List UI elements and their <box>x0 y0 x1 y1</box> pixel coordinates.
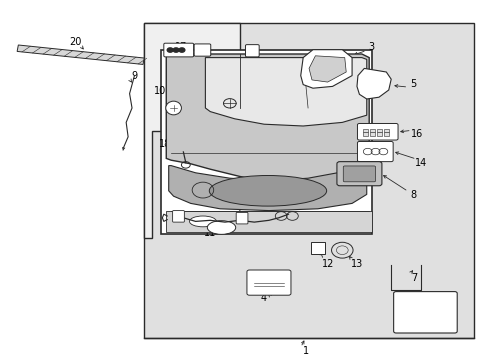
Text: 20: 20 <box>69 37 82 47</box>
FancyBboxPatch shape <box>343 166 375 182</box>
Text: 10: 10 <box>154 86 166 96</box>
Bar <box>369 129 374 132</box>
Polygon shape <box>161 50 371 234</box>
Polygon shape <box>356 68 390 99</box>
Polygon shape <box>17 45 144 64</box>
Circle shape <box>173 48 179 52</box>
Bar <box>383 132 388 136</box>
Ellipse shape <box>165 101 181 115</box>
Bar <box>376 129 381 132</box>
Text: 9: 9 <box>131 71 137 81</box>
Text: 11: 11 <box>203 228 216 238</box>
Bar <box>310 242 325 254</box>
Bar <box>383 129 388 132</box>
FancyBboxPatch shape <box>393 292 456 333</box>
Bar <box>363 132 367 136</box>
Bar <box>369 132 374 136</box>
FancyBboxPatch shape <box>357 141 392 162</box>
Text: 14: 14 <box>414 158 427 168</box>
Text: 4: 4 <box>261 293 266 303</box>
FancyBboxPatch shape <box>172 211 184 222</box>
Ellipse shape <box>209 175 326 206</box>
Polygon shape <box>144 23 239 238</box>
Bar <box>0 0 146 360</box>
FancyBboxPatch shape <box>246 270 290 295</box>
Polygon shape <box>300 50 351 88</box>
Circle shape <box>179 48 184 52</box>
Bar <box>363 129 367 132</box>
FancyBboxPatch shape <box>236 212 247 224</box>
Polygon shape <box>166 54 368 187</box>
Text: 1: 1 <box>302 346 308 356</box>
Text: 8: 8 <box>409 190 415 200</box>
FancyBboxPatch shape <box>336 162 381 186</box>
Polygon shape <box>166 211 371 232</box>
Text: 16: 16 <box>409 129 422 139</box>
Polygon shape <box>168 158 366 211</box>
FancyBboxPatch shape <box>245 45 259 57</box>
FancyBboxPatch shape <box>163 43 193 57</box>
Text: 18: 18 <box>159 139 171 149</box>
FancyBboxPatch shape <box>357 123 397 140</box>
Text: 13: 13 <box>350 258 363 269</box>
Circle shape <box>167 48 173 52</box>
Ellipse shape <box>207 221 235 234</box>
Polygon shape <box>308 56 346 82</box>
Text: 5: 5 <box>409 78 415 89</box>
FancyBboxPatch shape <box>194 44 210 56</box>
Text: 17: 17 <box>174 42 187 52</box>
Text: 6: 6 <box>427 316 432 326</box>
Bar <box>144 23 473 338</box>
Polygon shape <box>205 58 366 126</box>
Text: 19: 19 <box>239 198 251 208</box>
Text: 12: 12 <box>322 258 334 269</box>
Bar <box>376 132 381 136</box>
Ellipse shape <box>189 216 216 227</box>
Text: 7: 7 <box>411 273 417 283</box>
Text: 15: 15 <box>251 92 264 102</box>
Text: 2: 2 <box>212 122 218 132</box>
Text: 3: 3 <box>368 42 374 52</box>
